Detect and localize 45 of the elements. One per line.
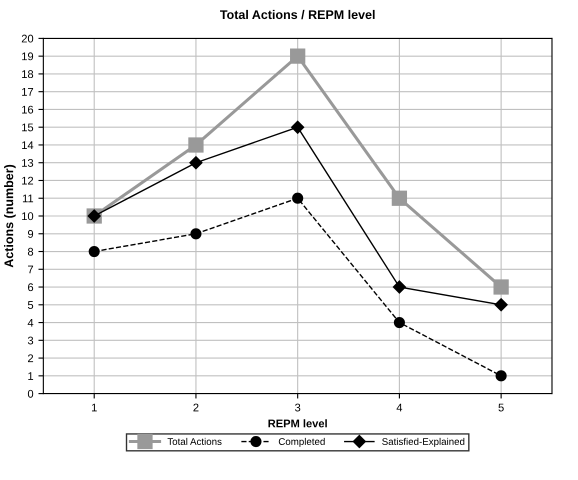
point	[493, 279, 509, 295]
point	[394, 317, 405, 328]
legend-label: Completed	[278, 438, 325, 447]
y-tick-label: 20	[22, 34, 34, 43]
x-axis-title: REPM level	[268, 419, 327, 428]
x-tick-label: 2	[193, 404, 198, 412]
y-tick-label: 14	[22, 141, 34, 149]
y-tick-label: 9	[28, 230, 34, 238]
y-tick-label: 3	[28, 336, 34, 344]
x-tick-label: 3	[295, 404, 300, 412]
y-tick-label: 19	[22, 52, 34, 60]
y-tick-label: 1	[28, 372, 34, 380]
y-tick-label: 5	[28, 301, 34, 309]
legend-label: Satisfied-Explained	[382, 438, 464, 447]
legend-label: Total Actions	[168, 438, 222, 446]
point	[494, 298, 508, 312]
y-tick-label: 2	[28, 354, 34, 362]
y-tick-label: 0	[28, 390, 34, 398]
x-tick-label: 1	[92, 404, 97, 412]
y-tick-label: 13	[22, 158, 34, 167]
y-tick-label: 10	[22, 212, 34, 220]
y-axis-title: Actions (number)	[4, 164, 16, 268]
y-tick-label: 12	[22, 176, 34, 185]
point	[392, 280, 406, 294]
y-tick-label: 17	[22, 88, 34, 96]
point	[290, 48, 306, 64]
point	[292, 192, 304, 204]
point	[188, 137, 204, 153]
point	[88, 246, 100, 258]
y-tick-label: 8	[28, 248, 34, 256]
y-tick-label: 15	[22, 124, 34, 132]
x-tick-label: 4	[396, 404, 402, 412]
y-tick-label: 18	[22, 70, 34, 78]
y-tick-label: 6	[28, 283, 34, 292]
y-tick-label: 7	[28, 266, 34, 274]
point	[496, 370, 507, 382]
point	[392, 190, 408, 206]
x-tick-label: 5	[498, 404, 504, 412]
y-tick-label: 4	[28, 318, 34, 327]
y-tick-label: 11	[22, 194, 34, 202]
point	[291, 120, 304, 134]
y-tick-label: 16	[22, 106, 34, 114]
chart-title: Total Actions / REPM level	[220, 10, 375, 20]
point	[190, 228, 202, 240]
point	[189, 156, 203, 170]
